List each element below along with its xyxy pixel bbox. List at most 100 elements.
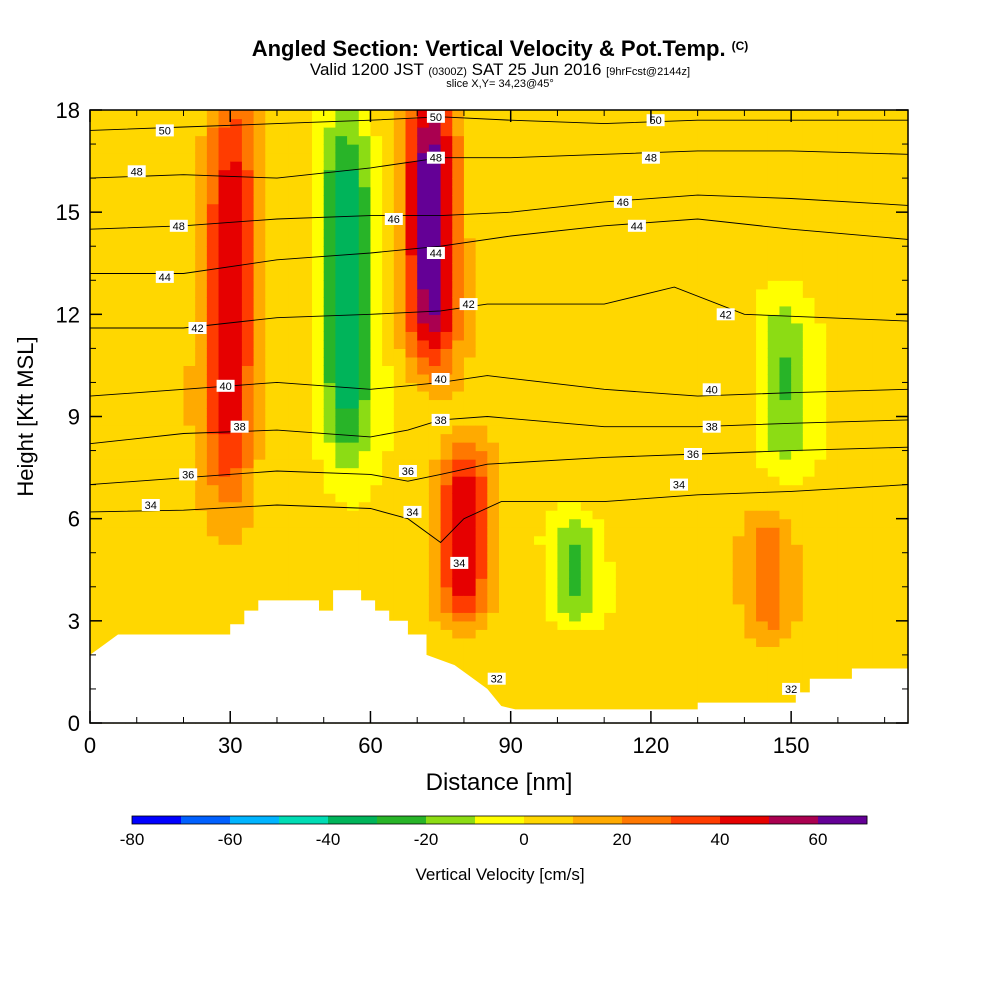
velocity-cell bbox=[300, 399, 313, 409]
velocity-cell bbox=[440, 646, 453, 656]
velocity-cell bbox=[276, 127, 290, 137]
velocity-cell bbox=[534, 212, 547, 222]
velocity-cell bbox=[206, 442, 220, 452]
velocity-cell bbox=[276, 288, 290, 298]
velocity-cell bbox=[639, 637, 652, 647]
velocity-cell bbox=[802, 484, 816, 494]
velocity-cell bbox=[604, 237, 617, 247]
velocity-cell bbox=[534, 688, 547, 699]
velocity-cell bbox=[814, 161, 827, 171]
velocity-cell bbox=[615, 450, 629, 460]
velocity-cell bbox=[265, 118, 278, 128]
velocity-cell bbox=[206, 127, 220, 137]
velocity-cell bbox=[428, 586, 442, 596]
velocity-cell bbox=[767, 663, 781, 673]
velocity-cell bbox=[896, 637, 909, 647]
velocity-cell bbox=[487, 339, 500, 349]
velocity-cell bbox=[802, 663, 816, 673]
velocity-cell bbox=[487, 612, 500, 622]
velocity-cell bbox=[732, 620, 745, 630]
velocity-cell bbox=[650, 246, 664, 256]
velocity-cell bbox=[697, 612, 710, 622]
velocity-cell bbox=[534, 501, 547, 511]
velocity-cell bbox=[569, 552, 582, 562]
velocity-cell bbox=[650, 220, 664, 230]
velocity-cell bbox=[323, 118, 336, 128]
velocity-cell bbox=[253, 561, 266, 571]
velocity-cell bbox=[276, 382, 290, 392]
velocity-cell bbox=[534, 365, 547, 375]
velocity-cell bbox=[697, 288, 710, 298]
velocity-cell bbox=[452, 263, 465, 273]
velocity-cell bbox=[580, 425, 594, 435]
velocity-cell bbox=[440, 195, 453, 205]
velocity-cell bbox=[475, 620, 488, 630]
velocity-cell bbox=[884, 527, 897, 537]
velocity-cell bbox=[756, 688, 769, 699]
velocity-cell bbox=[463, 288, 477, 298]
velocity-cell bbox=[276, 178, 290, 188]
velocity-cell bbox=[452, 646, 465, 656]
velocity-cell bbox=[861, 561, 874, 571]
velocity-cell bbox=[615, 390, 629, 401]
velocity-cell bbox=[113, 544, 126, 554]
velocity-cell bbox=[417, 407, 430, 418]
velocity-cell bbox=[382, 263, 395, 273]
velocity-cell bbox=[148, 339, 161, 349]
velocity-cell bbox=[569, 118, 582, 128]
velocity-cell bbox=[347, 127, 360, 137]
velocity-cell bbox=[487, 603, 500, 613]
velocity-cell bbox=[428, 629, 442, 639]
velocity-cell bbox=[253, 246, 266, 256]
velocity-cell bbox=[580, 518, 594, 528]
velocity-cell bbox=[580, 654, 594, 664]
velocity-cell bbox=[674, 220, 687, 230]
velocity-cell bbox=[861, 646, 874, 656]
velocity-cell bbox=[171, 229, 185, 239]
velocity-cell bbox=[837, 654, 851, 664]
velocity-cell bbox=[463, 646, 477, 656]
velocity-cell bbox=[732, 373, 745, 384]
velocity-cell bbox=[417, 476, 430, 486]
velocity-cell bbox=[791, 365, 804, 375]
velocity-cell bbox=[557, 127, 570, 137]
velocity-cell bbox=[171, 527, 185, 537]
velocity-cell bbox=[101, 569, 114, 579]
velocity-cell bbox=[125, 552, 138, 562]
velocity-cell bbox=[861, 459, 874, 469]
velocity-cell bbox=[101, 484, 114, 494]
velocity-cell bbox=[744, 254, 757, 264]
velocity-cell bbox=[440, 467, 453, 477]
velocity-cell bbox=[288, 195, 301, 205]
velocity-cell bbox=[534, 178, 547, 188]
velocity-cell bbox=[136, 484, 150, 494]
velocity-cell bbox=[697, 118, 710, 128]
velocity-cell bbox=[732, 552, 745, 562]
velocity-cell bbox=[148, 152, 161, 162]
velocity-cell bbox=[288, 433, 301, 443]
velocity-cell bbox=[452, 407, 465, 418]
velocity-cell bbox=[452, 178, 465, 188]
velocity-cell bbox=[417, 339, 430, 349]
velocity-cell bbox=[685, 339, 699, 349]
velocity-cell bbox=[744, 595, 757, 605]
velocity-cell bbox=[230, 578, 243, 588]
velocity-cell bbox=[183, 254, 196, 264]
velocity-cell bbox=[101, 620, 114, 630]
velocity-cell bbox=[195, 263, 208, 273]
velocity-cell bbox=[323, 535, 336, 545]
velocity-cell bbox=[627, 416, 640, 426]
velocity-cell bbox=[393, 527, 407, 537]
velocity-cell bbox=[522, 373, 535, 384]
velocity-cell bbox=[335, 544, 348, 554]
velocity-cell bbox=[358, 459, 372, 469]
velocity-cell bbox=[872, 382, 886, 392]
velocity-cell bbox=[183, 365, 196, 375]
velocity-cell bbox=[569, 416, 582, 426]
velocity-cell bbox=[171, 152, 185, 162]
velocity-cell bbox=[382, 569, 395, 579]
velocity-cell bbox=[826, 390, 839, 401]
velocity-cell bbox=[826, 561, 839, 571]
velocity-cell bbox=[183, 612, 196, 622]
velocity-cell bbox=[487, 203, 500, 213]
